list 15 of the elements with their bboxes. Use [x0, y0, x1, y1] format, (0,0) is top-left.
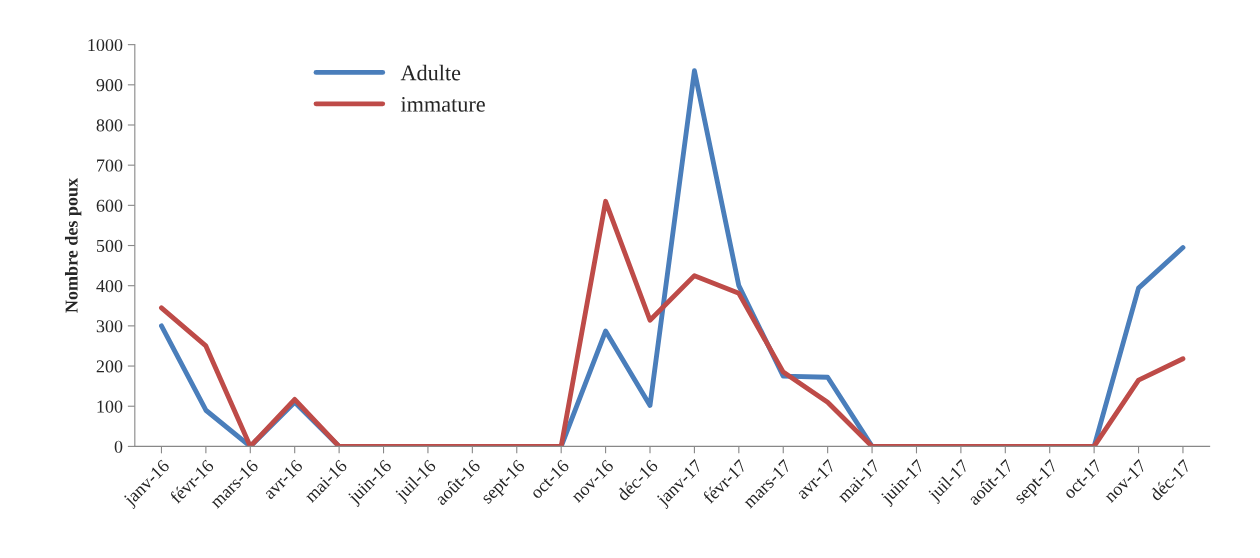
legend-label: Adulte	[400, 64, 461, 81]
y-tick-label: 800	[96, 119, 123, 132]
y-axis-title: Nombre des poux	[64, 178, 82, 313]
legend-label: immature	[400, 96, 485, 112]
y-tick-label: 0	[114, 440, 123, 453]
y-tick-label: 900	[96, 79, 123, 92]
y-tick-label: 500	[96, 239, 123, 252]
y-tick-label: 100	[97, 400, 123, 413]
y-tick-label: 700	[97, 159, 123, 172]
y-tick-label: 1000	[88, 38, 123, 52]
y-tick-label: 300	[96, 320, 123, 333]
y-tick-label: 200	[96, 360, 123, 373]
line-series	[159, 198, 1186, 447]
y-tick-label: 600	[96, 199, 123, 212]
y-tick-label: 400	[96, 279, 123, 293]
